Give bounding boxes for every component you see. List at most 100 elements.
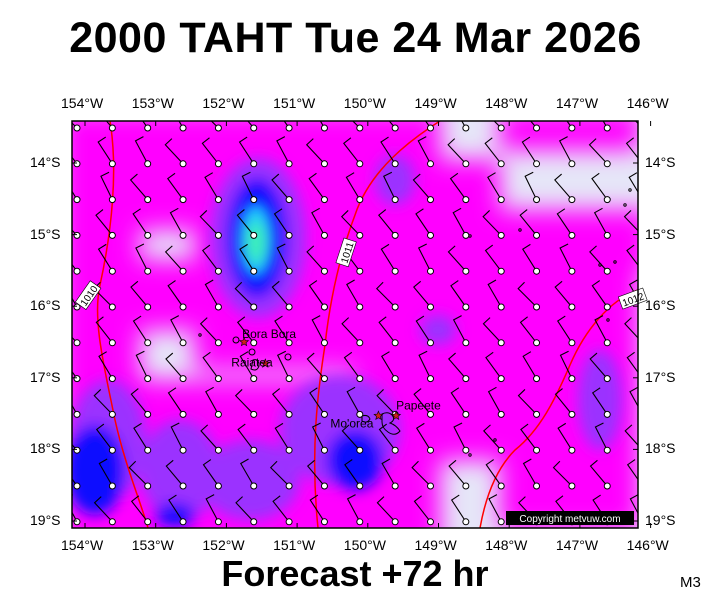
map-frame	[71, 120, 639, 529]
lat-label-left: 18°S	[30, 440, 61, 457]
wind-barb	[100, 171, 116, 204]
wind-barb	[487, 172, 505, 204]
wind-barb	[411, 460, 434, 490]
wind-barb	[591, 280, 611, 311]
wind-barb	[210, 121, 222, 132]
wind-barb	[344, 459, 364, 490]
wind-barb	[522, 458, 541, 490]
wind-barb	[236, 316, 258, 347]
place-labels: Bora Bora Raiatea Papeete Mo'orea	[231, 327, 441, 431]
wind-barb	[283, 121, 293, 132]
wind-barb	[450, 494, 470, 526]
wind-barb	[522, 243, 541, 275]
wind-barb	[589, 245, 611, 275]
wind-barb	[341, 317, 364, 347]
wind-barb	[235, 496, 258, 526]
map-code: M3	[680, 574, 701, 591]
wind-barb	[170, 422, 187, 454]
wind-barb	[165, 459, 187, 490]
wind-barb	[133, 422, 152, 454]
wind-barb	[72, 370, 81, 383]
wind-barb	[487, 279, 505, 311]
wind-barb	[142, 121, 152, 132]
wind-barb	[629, 494, 638, 515]
wind-barb	[202, 351, 222, 383]
wind-barb	[346, 279, 364, 311]
wind-barb	[129, 173, 152, 204]
wind-barb	[488, 494, 505, 526]
wind-barb	[447, 245, 470, 275]
wind-barb	[199, 210, 222, 239]
wind-barb	[241, 171, 258, 204]
wind-barb	[132, 315, 152, 347]
wind-barb	[343, 351, 364, 383]
wind-barb	[624, 424, 638, 446]
wind-barb	[72, 263, 81, 275]
wind-barb	[517, 389, 541, 418]
wind-barb	[381, 458, 399, 490]
wind-barb	[272, 495, 293, 526]
wind-barb	[166, 172, 187, 204]
lat-label-left: 19°S	[30, 512, 61, 528]
wind-barb	[343, 137, 364, 168]
wind-barb	[591, 387, 611, 418]
wind-barb	[169, 207, 187, 239]
wind-barb	[311, 315, 328, 347]
wind-barb	[485, 351, 505, 383]
lat-label-left: 15°S	[30, 225, 61, 242]
wind-barb	[594, 315, 611, 347]
wind-barb	[132, 208, 152, 239]
wind-barb	[378, 423, 399, 454]
wind-barb	[461, 121, 470, 132]
wind-barb	[352, 121, 364, 132]
wind-barb	[135, 350, 152, 383]
wind-barb	[306, 459, 328, 490]
copyright-text: Copyright metvuw.com	[519, 514, 620, 525]
wind-barb	[629, 386, 638, 408]
wind-barb	[164, 245, 187, 275]
wind-barb	[98, 351, 116, 383]
place-label: Papeete	[396, 399, 441, 413]
lon-label-top: 148°W	[485, 95, 528, 111]
wind-barb	[72, 122, 81, 132]
wind-barb	[589, 352, 611, 383]
wind-barb	[449, 172, 470, 204]
wind-barb	[418, 350, 434, 383]
wind-barb	[239, 351, 258, 383]
wind-barb	[487, 386, 505, 418]
wind-barb	[311, 422, 328, 454]
wind-barb	[447, 138, 470, 168]
wind-barb	[413, 495, 434, 526]
place-marker	[373, 410, 384, 421]
lat-label-right: 17°S	[645, 368, 676, 385]
wind-barb	[72, 156, 81, 168]
lon-label-bottom: 150°W	[343, 537, 386, 553]
wind-barb	[556, 208, 576, 239]
wind-barb	[234, 389, 258, 418]
wind-barb	[305, 138, 328, 168]
wind-barb	[168, 494, 187, 526]
wind-barb	[341, 424, 364, 454]
wind-speed-shading: Bora Bora Raiatea Papeete Mo'orea	[72, 121, 638, 528]
wind-barb	[424, 121, 434, 132]
lon-label-bottom: 152°W	[202, 537, 245, 553]
wind-barb	[308, 280, 328, 311]
wind-barb	[415, 315, 434, 347]
wind-barb	[200, 424, 222, 454]
copyright-badge	[506, 511, 634, 525]
wind-barb	[165, 352, 187, 383]
wind-barb	[204, 279, 222, 311]
wind-barb	[383, 171, 399, 204]
wind-barb	[234, 281, 258, 311]
wind-barb	[72, 336, 81, 347]
wind-barb	[135, 243, 152, 275]
wind-barb	[556, 315, 576, 347]
wind-barb	[167, 387, 187, 418]
wind-barb	[566, 121, 576, 132]
wind-barb	[319, 121, 328, 132]
wind-barb	[239, 458, 258, 490]
wind-barb	[482, 210, 505, 239]
lon-label-bottom: 149°W	[414, 537, 457, 553]
wind-barb	[201, 137, 222, 168]
